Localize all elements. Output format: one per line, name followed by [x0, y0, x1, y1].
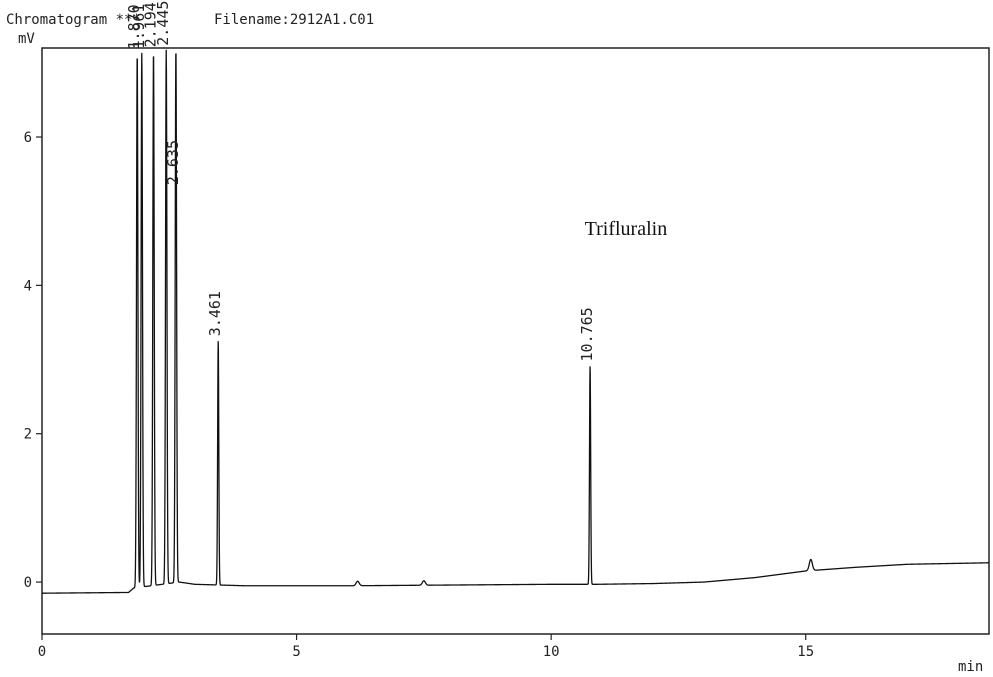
peak-label: 10.765 — [578, 307, 596, 361]
y-axis: 0 2 4 6 — [24, 130, 42, 591]
annotation-trifluralin: Trifluralin — [585, 218, 668, 240]
peak-label: 3.461 — [206, 291, 224, 336]
x-tick-label: 15 — [797, 644, 814, 660]
peak-label: 2.445 — [154, 1, 172, 46]
y-tick-label: 6 — [24, 130, 32, 146]
filename-label: Filename:2912A1.C01 — [214, 12, 374, 28]
plot-frame — [41, 47, 990, 635]
y-tick-label: 4 — [24, 278, 32, 294]
y-axis-unit: mV — [18, 31, 35, 47]
trace-group — [42, 49, 989, 594]
peak-label: 1.961 — [130, 4, 148, 49]
x-tick-label: 0 — [38, 644, 46, 660]
x-tick-label: 5 — [292, 644, 300, 660]
chart-title: Chromatogram *** — [6, 12, 141, 28]
y-tick-label: 0 — [24, 575, 32, 591]
peak-label: 2.194 — [142, 2, 160, 47]
chromatogram-trace — [42, 49, 989, 594]
peak-label: 2.635 — [164, 140, 182, 185]
peak-label: 1.870 — [125, 4, 143, 49]
y-tick-label: 2 — [24, 427, 32, 443]
x-tick-label: 10 — [543, 644, 560, 660]
x-axis: 0 5 10 15 — [38, 634, 814, 660]
x-axis-unit: min — [958, 659, 983, 675]
annotations: Trifluralin — [585, 218, 668, 240]
